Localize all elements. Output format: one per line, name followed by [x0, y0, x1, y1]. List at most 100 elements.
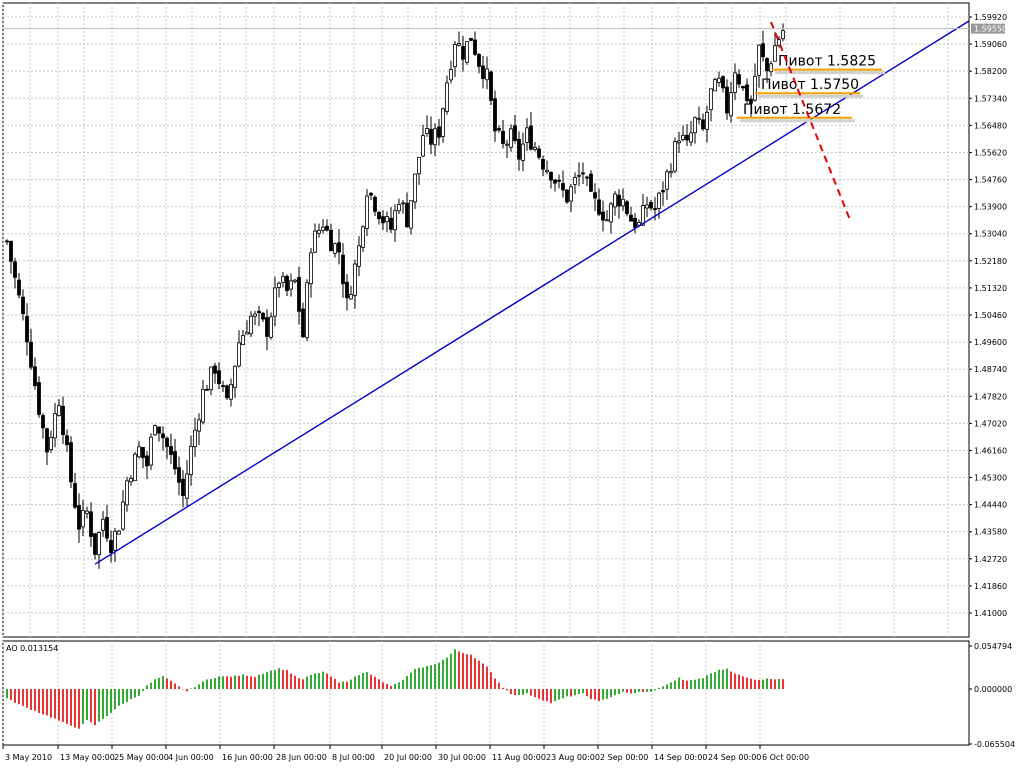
candle: [301, 302, 305, 338]
time-tick-label: 24 Sep 00:00: [708, 753, 761, 762]
candle: [409, 200, 413, 235]
candle: [97, 531, 101, 569]
price-tick-label: 1.46160: [974, 446, 1007, 455]
candle: [681, 125, 685, 142]
candle: [477, 53, 481, 74]
candle: [261, 312, 265, 323]
candle: [45, 427, 49, 466]
candle: [521, 132, 525, 172]
candle: [325, 219, 329, 232]
candle: [669, 163, 673, 178]
candle: [269, 312, 273, 340]
candle: [385, 211, 389, 233]
candle: [361, 225, 365, 253]
price-tick-label: 1.47020: [974, 419, 1007, 428]
candle: [277, 281, 281, 298]
price-tick-label: 1.48740: [974, 365, 1007, 374]
candle: [137, 441, 141, 459]
candlestick-series: [5, 23, 785, 569]
candle: [157, 426, 161, 442]
candle: [357, 236, 361, 277]
candle: [41, 413, 45, 439]
candle: [53, 402, 57, 448]
candle: [581, 162, 585, 184]
candle: [505, 139, 509, 159]
candle: [33, 357, 37, 390]
candle: [693, 116, 697, 144]
trendline: [94, 20, 970, 565]
candle: [557, 174, 561, 189]
candle: [373, 195, 377, 217]
pivot-label: Пивот 1.5825: [778, 54, 876, 70]
candle: [597, 188, 601, 217]
pivot-label: Пивот 1.5672: [743, 102, 841, 118]
candle: [365, 189, 369, 236]
candle: [461, 35, 465, 72]
candle: [517, 131, 521, 171]
candle: [421, 124, 425, 158]
price-tick-label: 1.57340: [974, 94, 1007, 103]
candle: [561, 170, 565, 198]
ao-tick-label: 0.054794: [974, 642, 1012, 651]
candle: [553, 178, 557, 192]
candle: [185, 460, 189, 507]
price-tick-label: 1.52180: [974, 257, 1007, 266]
candle: [649, 199, 653, 211]
time-tick-label: 11 Aug 00:00: [492, 753, 546, 762]
candle: [549, 171, 553, 189]
candle: [229, 378, 233, 407]
time-axis: 3 May 2010 13 May 00:00 25 May 00:00 4 Jun …: [2, 745, 809, 762]
candle: [113, 527, 117, 563]
candle: [689, 121, 693, 147]
candle: [769, 61, 773, 77]
candle: [529, 111, 533, 151]
candle: [181, 470, 185, 508]
candle: [377, 211, 381, 225]
candle: [237, 330, 241, 368]
time-tick-label: 23 Aug 00:00: [546, 753, 600, 762]
candle: [417, 156, 421, 185]
candle: [765, 57, 769, 84]
candle: [737, 69, 741, 88]
candle: [225, 384, 229, 400]
time-tick-label: 28 Jun 00:00: [276, 753, 327, 762]
candle: [685, 123, 689, 146]
candle: [173, 439, 177, 475]
price-tick-label: 1.41000: [974, 609, 1007, 618]
candle: [129, 475, 133, 486]
svg-text:1.59550: 1.59550: [974, 25, 1007, 34]
candle: [193, 417, 197, 457]
candle: [25, 303, 29, 356]
candle: [605, 210, 609, 222]
candle: [401, 200, 405, 214]
candle: [773, 32, 777, 62]
candle: [89, 502, 93, 547]
candle: [209, 366, 213, 396]
candle: [57, 399, 61, 417]
candle: [317, 223, 321, 238]
candle: [121, 490, 125, 532]
candle: [705, 105, 709, 143]
candle: [501, 120, 505, 149]
candle: [293, 278, 297, 284]
candle: [145, 451, 149, 480]
price-tick-label: 1.43580: [974, 528, 1007, 537]
candle: [65, 429, 69, 452]
time-tick-label: 6 Oct 00:00: [762, 753, 809, 762]
candle: [297, 266, 301, 325]
ao-grid: [2, 641, 761, 745]
pivot-level: Пивот 1.5750: [755, 77, 863, 98]
pivot-level: Пивот 1.5672: [737, 102, 855, 123]
time-tick-label: 13 May 00:00: [60, 753, 115, 762]
ao-histogram: [6, 649, 784, 729]
candle: [757, 44, 761, 88]
candle: [645, 196, 649, 218]
candle: [457, 31, 461, 47]
candle: [245, 320, 249, 335]
candle: [721, 75, 725, 93]
candle: [233, 365, 237, 398]
ao-panel: [2, 640, 970, 746]
candle: [273, 276, 277, 327]
candle: [161, 426, 165, 451]
candle: [489, 70, 493, 106]
